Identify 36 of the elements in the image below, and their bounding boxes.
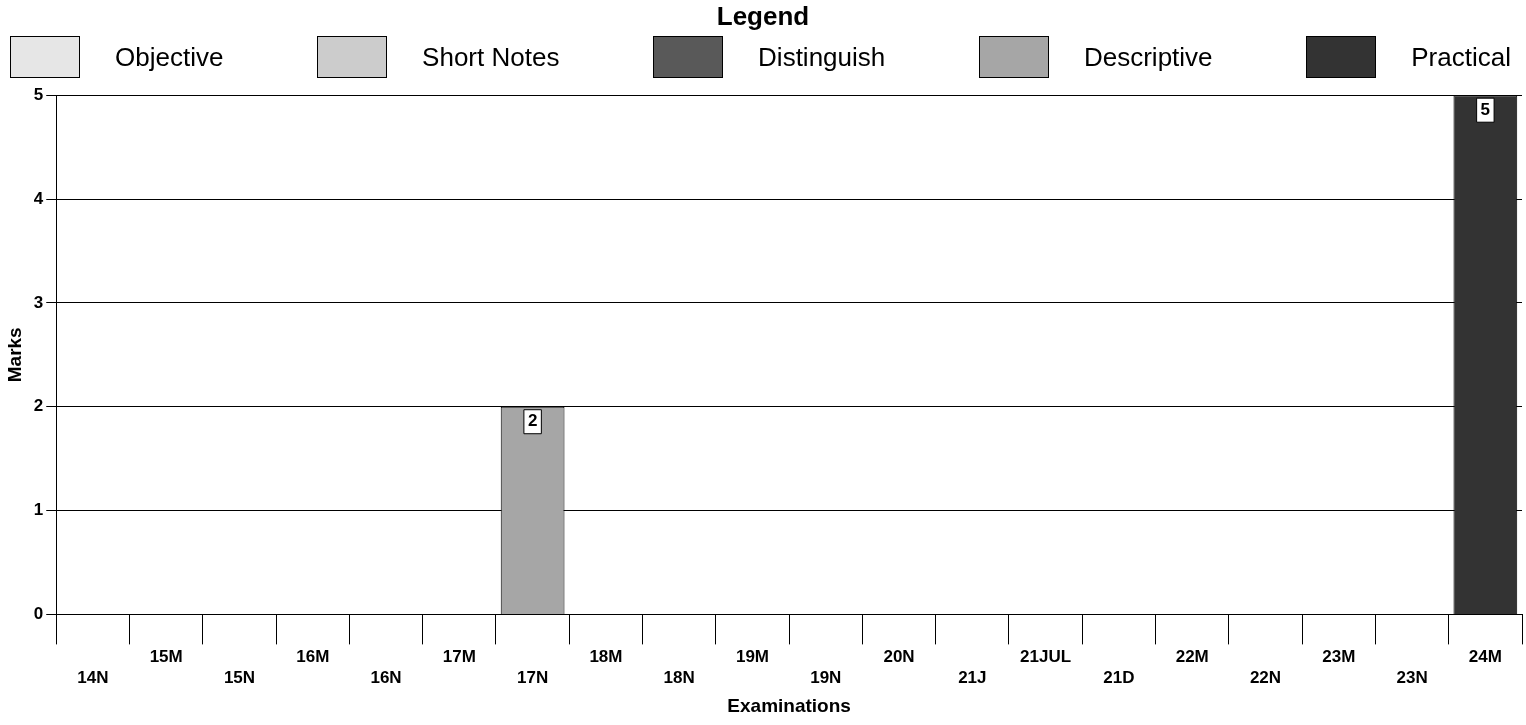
x-tick-label: 22N: [1249, 667, 1282, 687]
x-tick-label: 16N: [370, 667, 402, 687]
data-label: 5: [1480, 99, 1491, 119]
x-tick-label: 20N: [883, 647, 915, 667]
x-tick-label: 24M: [1468, 647, 1502, 667]
legend-label: Short Notes: [422, 41, 560, 73]
x-tick-label: 19M: [735, 647, 770, 667]
x-tick-label: 15N: [223, 667, 256, 687]
x-tick-label: 15M: [149, 647, 183, 667]
x-tick-label: 19N: [810, 667, 842, 687]
x-tick-label: 23N: [1396, 667, 1428, 687]
x-tick-label: 22M: [1175, 647, 1209, 667]
y-tick-label: 1: [33, 500, 44, 520]
x-tick-label: 17M: [442, 647, 476, 667]
x-axis-title: Examinations: [727, 694, 851, 716]
x-tick-label: 16M: [296, 647, 330, 667]
x-tick-label: 18M: [589, 647, 623, 667]
x-tick-label: 21D: [1103, 667, 1135, 687]
x-tick-label: 17N: [517, 667, 549, 687]
x-tick-label: 18N: [663, 667, 695, 687]
y-tick-label: 2: [33, 396, 44, 416]
legend-label: Distinguish: [758, 41, 886, 73]
x-tick-label: 14N: [77, 667, 109, 687]
legend-label: Objective: [115, 41, 224, 73]
y-tick-label: 0: [33, 604, 44, 624]
y-tick-label: 4: [33, 188, 44, 208]
legend-label: Descriptive: [1083, 41, 1213, 73]
x-tick-label: 21J: [958, 667, 987, 687]
x-tick-label: 21JUL: [1020, 647, 1072, 667]
data-label: 2: [527, 411, 538, 431]
y-tick-label: 3: [33, 292, 44, 312]
y-tick-label: 5: [33, 84, 44, 104]
y-axis-title: Marks: [3, 327, 25, 383]
legend-label: Practical: [1411, 41, 1511, 73]
x-tick-label: 23M: [1322, 647, 1356, 667]
legend-title: Legend: [715, 0, 811, 32]
